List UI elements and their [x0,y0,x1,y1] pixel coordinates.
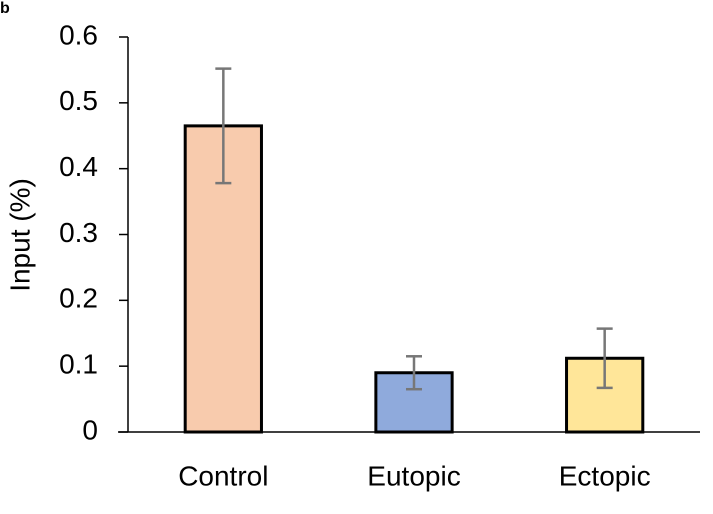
y-tick-label: 0.1 [59,349,98,380]
y-tick-label: 0 [82,414,98,445]
y-tick-label: 0.3 [59,217,98,248]
y-axis-label: Input (%) [4,178,35,292]
x-tick-label: Ectopic [559,460,651,491]
y-tick-label: 0.5 [59,85,98,116]
bar [565,356,645,434]
y-tick-label: 0.6 [59,19,98,50]
x-tick-label: Control [178,460,268,491]
panel-label: b [0,0,10,17]
y-tick-label: 0.4 [59,151,98,182]
x-tick-label: Eutopic [367,460,460,491]
y-tick-label: 0.2 [59,283,98,314]
